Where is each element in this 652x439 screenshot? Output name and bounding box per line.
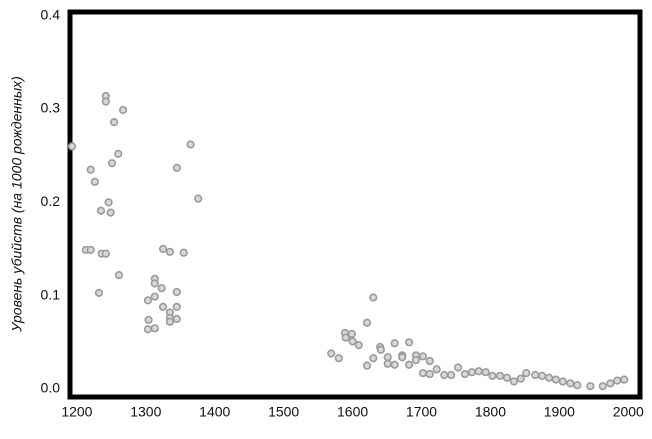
data-point xyxy=(94,288,104,297)
data-point xyxy=(334,354,343,363)
data-point xyxy=(90,177,99,186)
data-point xyxy=(538,371,547,381)
data-point xyxy=(107,159,117,168)
x-tick-label: 2000 xyxy=(613,404,644,420)
data-point xyxy=(165,247,175,256)
x-tick-label: 1800 xyxy=(475,404,506,420)
data-point xyxy=(86,245,95,255)
data-point xyxy=(172,302,181,311)
data-point xyxy=(86,165,95,174)
y-tick-label: 0.1 xyxy=(41,286,61,302)
data-point xyxy=(179,248,188,257)
x-tick-label: 1900 xyxy=(544,404,575,420)
data-point xyxy=(418,352,427,361)
data-point xyxy=(522,369,531,378)
data-point xyxy=(390,339,399,348)
x-tick-label: 1300 xyxy=(130,404,161,420)
data-point xyxy=(347,329,356,339)
data-point xyxy=(440,370,449,380)
data-point xyxy=(502,373,512,382)
data-point xyxy=(376,345,385,354)
data-point xyxy=(411,355,421,365)
data-point xyxy=(551,375,561,384)
data-point xyxy=(144,315,153,325)
data-point xyxy=(369,293,378,302)
x-tick-label: 1200 xyxy=(61,404,92,420)
y-tick-label: 0.3 xyxy=(41,100,61,116)
data-point xyxy=(354,341,363,350)
data-point xyxy=(172,287,181,297)
data-point xyxy=(101,249,110,258)
data-point xyxy=(390,360,399,369)
data-point xyxy=(104,198,113,207)
data-point xyxy=(531,370,540,380)
x-tick-label: 1500 xyxy=(268,404,299,420)
data-point xyxy=(398,353,407,362)
data-point xyxy=(114,271,124,280)
data-point xyxy=(150,292,159,301)
data-point xyxy=(383,359,392,368)
data-point xyxy=(106,208,115,217)
data-point xyxy=(620,375,629,384)
data-point xyxy=(150,279,159,288)
data-point xyxy=(101,97,110,106)
data-point xyxy=(157,284,166,293)
data-point xyxy=(362,361,372,370)
data-point xyxy=(418,369,427,378)
data-point xyxy=(67,142,77,151)
x-tick-label: 1700 xyxy=(406,404,437,420)
data-point xyxy=(516,374,525,383)
data-point xyxy=(453,363,463,372)
data-point xyxy=(405,360,414,369)
data-point xyxy=(405,338,414,347)
data-point xyxy=(165,317,175,326)
data-point xyxy=(172,163,181,172)
data-point xyxy=(341,333,350,342)
data-point xyxy=(143,296,152,305)
data-point xyxy=(606,379,615,388)
x-tick-label: 1400 xyxy=(199,404,230,420)
data-point xyxy=(495,371,505,381)
data-point xyxy=(194,194,203,203)
data-point xyxy=(558,377,567,386)
y-tick-label: 0.2 xyxy=(41,193,61,209)
data-point xyxy=(425,369,434,379)
data-point xyxy=(158,244,168,254)
data-point xyxy=(474,367,483,376)
data-point xyxy=(96,206,106,215)
data-point xyxy=(613,376,622,385)
data-point xyxy=(110,118,119,127)
data-point xyxy=(158,302,168,311)
data-point xyxy=(143,325,152,334)
data-point xyxy=(425,356,434,366)
data-point xyxy=(460,369,470,379)
data-point xyxy=(327,349,336,358)
data-point xyxy=(566,379,575,388)
data-point xyxy=(118,105,128,115)
data-point xyxy=(467,368,476,377)
data-point xyxy=(488,371,497,381)
data-point xyxy=(150,324,159,333)
data-point xyxy=(447,370,456,380)
data-point xyxy=(509,377,518,386)
data-point xyxy=(573,381,582,390)
plot-frame xyxy=(67,9,643,400)
data-point xyxy=(186,140,195,149)
data-point xyxy=(598,382,607,391)
data-point xyxy=(114,149,123,158)
y-tick-label: 0.4 xyxy=(41,6,61,22)
data-point xyxy=(544,373,554,382)
data-point xyxy=(432,365,441,374)
data-point xyxy=(586,382,595,391)
data-point xyxy=(348,337,357,346)
y-axis-label: Уровень убийств (на 1000 рожденных) xyxy=(9,76,25,333)
y-tick-label: 0.0 xyxy=(41,380,61,396)
data-point xyxy=(383,353,392,362)
data-point xyxy=(172,314,181,324)
data-point xyxy=(362,318,372,327)
data-point xyxy=(481,368,490,377)
x-tick-label: 1600 xyxy=(337,404,368,420)
data-point xyxy=(369,354,378,363)
